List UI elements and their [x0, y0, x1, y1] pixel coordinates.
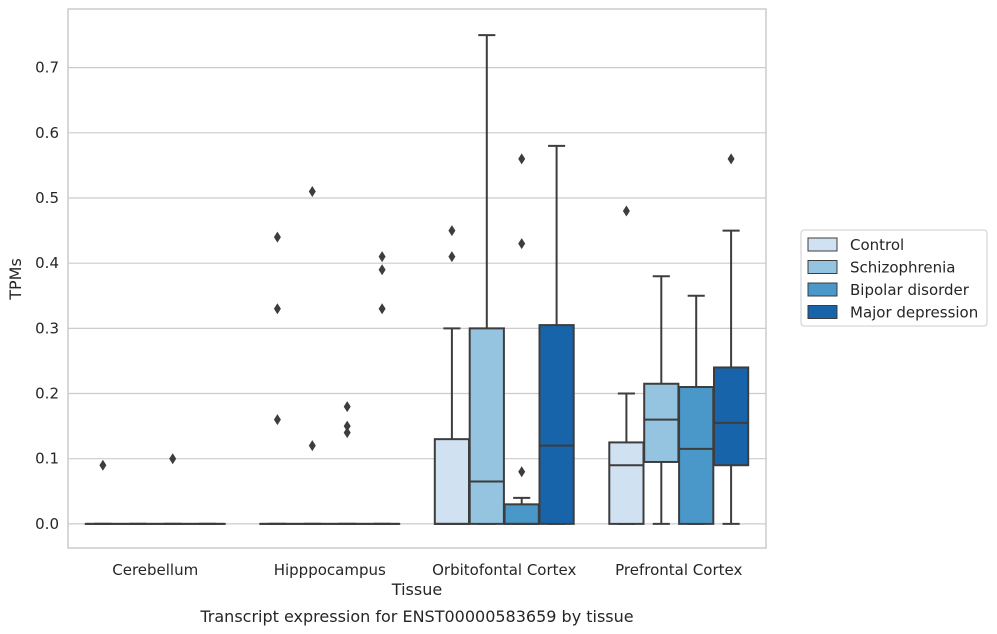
legend-label: Major depression [850, 304, 978, 322]
box-3-3 [712, 229, 750, 525]
outlier-point [99, 459, 107, 471]
outlier-point [622, 205, 630, 217]
legend-label: Schizophrenia [850, 259, 955, 277]
outlier-point [518, 466, 526, 478]
box-body [468, 327, 505, 525]
box-body [538, 324, 575, 525]
x-axis-label: Tissue [391, 580, 442, 599]
x-tick-label: Prefrontal Cortex [615, 561, 742, 579]
y-tick-label: 0.2 [35, 385, 59, 403]
outlier-point [343, 401, 351, 413]
box-body [712, 366, 750, 467]
outlier-point [448, 251, 456, 263]
outlier-point [378, 303, 386, 315]
outliers [99, 153, 735, 478]
x-tick-label: Hipppocampus [274, 561, 386, 579]
plot-area [67, 8, 767, 549]
x-axis-ticks: Cerebellum Hipppocampus Orbitofontal Corte… [112, 561, 742, 579]
outlier-point [169, 453, 177, 465]
legend-swatch [807, 305, 838, 319]
outlier-point [727, 153, 735, 165]
legend: Control Schizophrenia Bipolar disorder Majo… [800, 229, 988, 327]
legend-swatch [807, 260, 838, 274]
box-2-2 [503, 496, 540, 525]
y-axis-label: TPMs [6, 258, 25, 301]
y-tick-label: 0.0 [35, 515, 59, 533]
y-tick-label: 0.5 [35, 189, 59, 207]
outlier-point [518, 238, 526, 250]
legend-label: Control [850, 236, 904, 254]
box-2-0 [433, 327, 471, 525]
y-tick-label: 0.1 [35, 450, 59, 468]
outlier-point [343, 420, 351, 432]
chart-caption: Transcript expression for ENST0000058365… [199, 607, 633, 626]
outlier-point [308, 185, 316, 197]
box-body [503, 503, 540, 525]
x-tick-label: Cerebellum [112, 561, 198, 579]
x-tick-label: Orbitofontal Cortex [432, 561, 576, 579]
outlier-point [273, 231, 281, 243]
y-tick-label: 0.4 [35, 254, 59, 272]
legend-frame [800, 229, 988, 327]
legend-swatch [807, 282, 838, 297]
y-tick-label: 0.3 [35, 319, 59, 337]
outlier-point [378, 264, 386, 276]
gridlines [68, 67, 766, 525]
legend-label: Bipolar disorder [850, 281, 970, 299]
box-body [433, 438, 471, 525]
box-body [678, 386, 715, 525]
box-body [608, 441, 645, 525]
y-tick-label: 0.7 [35, 59, 59, 77]
box-3-2 [678, 294, 715, 525]
boxes [84, 34, 750, 525]
legend-items: Control Schizophrenia Bipolar disorder Majo… [807, 236, 978, 322]
outlier-point [343, 427, 351, 439]
box-3-0 [608, 392, 645, 525]
y-axis-ticks: 0.0 0.1 0.2 0.3 0.4 0.5 0.6 0.7 [35, 59, 59, 533]
box-2-1 [468, 34, 505, 525]
box-body [643, 382, 680, 463]
outlier-point [518, 153, 526, 165]
outlier-point [448, 225, 456, 237]
legend-swatch [807, 237, 838, 252]
y-tick-label: 0.6 [35, 124, 59, 142]
outlier-point [378, 251, 386, 263]
outlier-point [273, 414, 281, 426]
outlier-point [308, 440, 316, 452]
box-3-1 [643, 275, 680, 525]
box-2-3 [538, 144, 575, 525]
outlier-point [273, 303, 281, 315]
